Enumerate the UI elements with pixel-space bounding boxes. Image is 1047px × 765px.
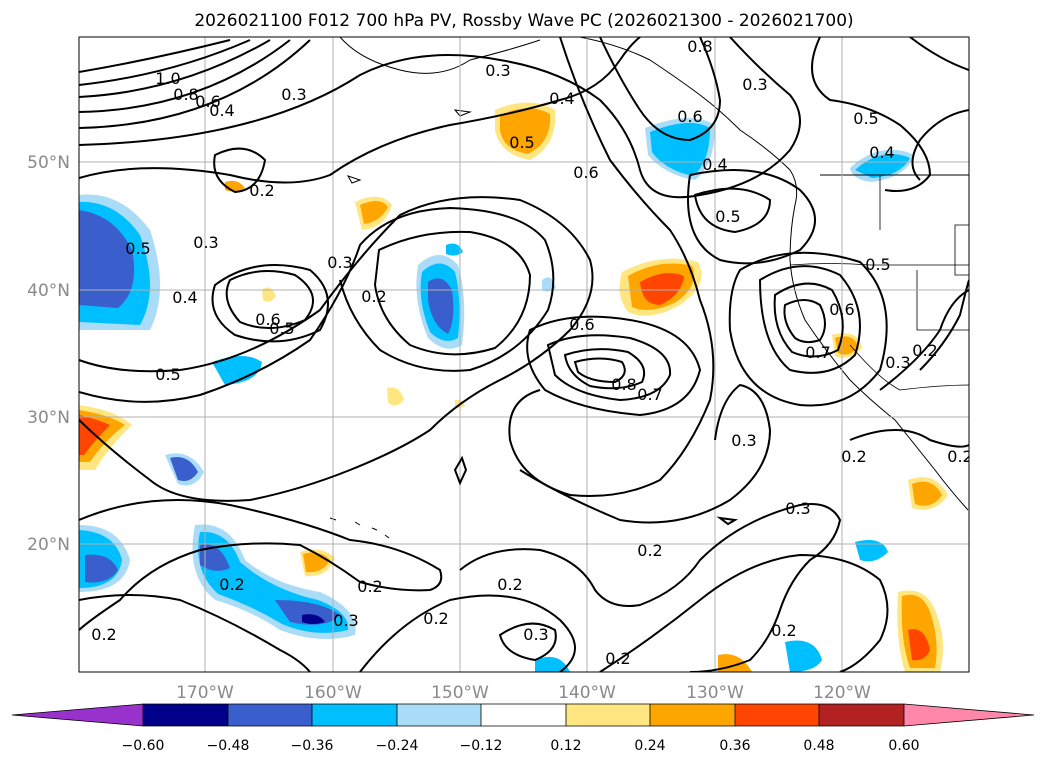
contour-label: 0.5	[865, 255, 890, 274]
lon-tick-label: 160°W	[304, 683, 362, 703]
colorbar: −0.60 −0.48 −0.36 −0.24 −0.12 0.12 0.24 …	[11, 703, 1035, 754]
coastlines	[329, 37, 969, 539]
contour-label: 0.5	[269, 319, 294, 338]
colorbar-tick: −0.36	[291, 738, 334, 754]
colorbar-tick: −0.12	[460, 738, 503, 754]
contour-label: 0.2	[497, 575, 522, 594]
contour-label: 0.6	[829, 300, 854, 319]
lat-tick-label: 30°N	[27, 408, 70, 428]
lon-tick-label: 150°W	[431, 683, 489, 703]
contour-label: 0.3	[333, 611, 358, 630]
latitude-ticks: 50°N 40°N 30°N 20°N	[27, 153, 70, 555]
colorbar-tick: 0.48	[803, 738, 834, 754]
lat-tick-label: 50°N	[27, 153, 70, 173]
contour-label: 0.8	[611, 375, 636, 394]
contour-label: 0.4	[209, 101, 234, 120]
lon-tick-label: 130°W	[686, 683, 744, 703]
positive-anomaly-ne-pacific	[495, 102, 556, 160]
contour-label: 0.3	[327, 253, 352, 272]
contour-label: 0.5	[509, 133, 534, 152]
contour-label: 1.0	[155, 69, 180, 88]
contour-label: 0.6	[677, 107, 702, 126]
contour-label: 0.3	[281, 85, 306, 104]
map-frame	[78, 36, 970, 673]
colorbar-tick: 0.12	[550, 738, 581, 754]
colorbar-tick: −0.24	[376, 738, 419, 754]
contour-label: 0.3	[785, 499, 810, 518]
contour-label: 0.4	[702, 155, 727, 174]
contour-label: 0.2	[947, 447, 972, 466]
lon-tick-label: 120°W	[813, 683, 871, 703]
contour-label: 0.2	[219, 575, 244, 594]
negative-anomaly-mid	[416, 243, 465, 349]
contour-label: 0.2	[637, 541, 662, 560]
colorbar-tick: −0.48	[207, 738, 250, 754]
colorbar-tick: 0.36	[719, 738, 750, 754]
contour-label: 0.7	[805, 343, 830, 362]
contour-label: 0.2	[605, 649, 630, 668]
contour-label: 0.8	[687, 37, 712, 56]
contour-labels: 1.0 0.8 0.6 0.4 0.3 0.3 0.3 0.2 0.3 0.5 …	[91, 37, 972, 668]
shaded-anomalies	[79, 102, 948, 672]
contour-label: 0.2	[912, 341, 937, 360]
colorbar-tick: −0.60	[122, 738, 165, 754]
contour-label: 0.5	[715, 207, 740, 226]
contour-label: 0.3	[731, 431, 756, 450]
contour-label: 0.3	[523, 625, 548, 644]
contour-label: 0.2	[361, 287, 386, 306]
lon-tick-label: 170°W	[176, 683, 234, 703]
contour-label: 0.6	[195, 92, 220, 111]
colorbar-tick: 0.24	[634, 738, 665, 754]
figure-title: 2026021100 F012 700 hPa PV, Rossby Wave …	[194, 11, 853, 31]
negative-anomaly-se-2	[785, 640, 822, 672]
negative-anomaly-s	[192, 524, 356, 639]
negative-anomaly-small-1	[212, 356, 262, 385]
negative-anomaly-west	[79, 194, 160, 330]
colorbar-extend-high	[904, 704, 1034, 726]
contour-label: 0.2	[249, 181, 274, 200]
contour-label: 0.4	[172, 288, 197, 307]
pv-contours	[79, 37, 969, 672]
lat-tick-label: 40°N	[27, 281, 70, 301]
contour-label: 0.2	[423, 609, 448, 628]
contour-label: 0.6	[255, 310, 280, 329]
contour-label: 0.3	[193, 233, 218, 252]
lat-tick-label: 20°N	[27, 535, 70, 555]
contour-label: 0.2	[357, 577, 382, 596]
contour-label: 0.3	[485, 61, 510, 80]
contour-label: 0.3	[885, 353, 910, 372]
negative-anomaly-se	[855, 539, 888, 562]
longitude-ticks: 170°W 160°W 150°W 140°W 130°W 120°W	[176, 683, 871, 703]
contour-label: 0.5	[853, 109, 878, 128]
contour-label: 0.6	[573, 163, 598, 182]
contour-label: 0.4	[549, 89, 574, 108]
colorbar-tick: 0.60	[888, 738, 919, 754]
contour-label: 0.4	[869, 143, 894, 162]
colorbar-extend-low	[12, 704, 143, 726]
contour-label: 0.8	[173, 85, 198, 104]
contour-label: 0.5	[125, 239, 150, 258]
contour-label: 0.5	[155, 365, 180, 384]
contour-label: 0.6	[569, 315, 594, 334]
contour-label: 0.2	[91, 625, 116, 644]
contour-label: 0.3	[742, 75, 767, 94]
positive-anomaly-center	[619, 258, 702, 316]
contour-label: 0.2	[841, 447, 866, 466]
lon-tick-label: 140°W	[558, 683, 616, 703]
contour-label: 0.7	[637, 385, 662, 404]
map-panel: 1.0 0.8 0.6 0.4 0.3 0.3 0.3 0.2 0.3 0.5 …	[79, 37, 972, 672]
contour-label: 0.2	[771, 621, 796, 640]
